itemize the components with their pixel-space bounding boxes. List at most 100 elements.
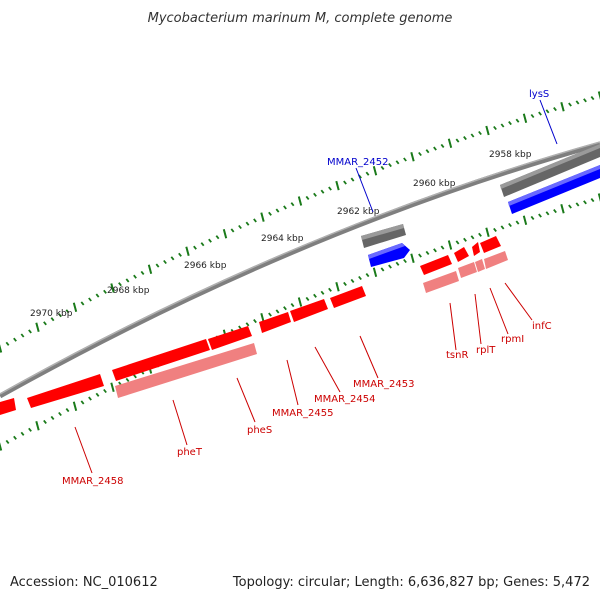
minor-tick — [388, 163, 392, 168]
gene-arrow-mmar2454 — [290, 299, 328, 322]
minor-tick — [58, 313, 62, 318]
major-tick — [597, 193, 600, 202]
minor-tick — [545, 109, 550, 114]
gene-label-MMAR_2454: MMAR_2454 — [314, 394, 376, 405]
major-tick — [35, 322, 40, 333]
minor-tick — [538, 213, 542, 218]
major-tick — [597, 91, 600, 100]
gene-arrow-rpmI — [472, 242, 480, 256]
feature-blue-mmar2452 — [368, 243, 410, 267]
major-tick — [335, 180, 340, 191]
minor-tick — [515, 118, 520, 123]
minor-tick — [305, 195, 310, 200]
minor-tick — [530, 215, 535, 220]
minor-tick — [20, 431, 25, 436]
minor-tick — [403, 258, 407, 264]
minor-tick — [418, 253, 422, 258]
minor-tick — [208, 238, 212, 243]
minor-tick — [515, 220, 520, 225]
major-tick — [485, 227, 490, 238]
gene-label-lysS: lysS — [529, 89, 549, 100]
gene-arrow-pheS — [208, 326, 252, 350]
minor-tick — [553, 209, 557, 214]
major-tick — [147, 264, 153, 275]
minor-tick — [163, 259, 167, 265]
outer-tick-ring — [0, 91, 600, 353]
minor-tick — [500, 123, 505, 128]
minor-tick — [50, 415, 55, 420]
gene-label-pheS: pheS — [247, 425, 272, 436]
major-tick — [560, 102, 565, 112]
gene-arrow-rplT — [454, 247, 469, 262]
minor-tick — [380, 267, 385, 272]
minor-tick — [425, 149, 430, 154]
minor-tick — [478, 130, 482, 136]
accession-text: Accession: NC_010612 — [10, 575, 158, 590]
minor-tick — [125, 377, 130, 382]
minor-tick — [313, 192, 317, 197]
minor-tick — [395, 160, 400, 165]
major-tick — [35, 421, 40, 431]
minor-tick — [65, 408, 70, 413]
minor-tick — [283, 306, 287, 311]
minor-tick — [553, 107, 557, 112]
minor-tick — [133, 274, 137, 279]
gene-label-MMAR_2452: MMAR_2452 — [327, 157, 389, 168]
minor-tick — [268, 312, 272, 317]
minor-tick — [575, 202, 580, 207]
minor-tick — [455, 240, 460, 245]
minor-tick — [238, 224, 242, 230]
minor-tick — [418, 151, 422, 157]
minor-tick — [455, 138, 460, 143]
minor-tick — [28, 427, 32, 432]
minor-tick — [395, 261, 400, 266]
minor-tick — [388, 264, 392, 269]
minor-tick — [290, 202, 295, 207]
minor-tick — [245, 322, 250, 327]
minor-tick — [463, 237, 467, 242]
minor-tick — [103, 388, 107, 394]
minor-tick — [215, 235, 220, 240]
gene-label-tsnR: tsnR — [446, 350, 468, 361]
minor-tick — [493, 125, 497, 131]
major-tick — [522, 215, 528, 226]
gene-arrow-pheT — [112, 339, 210, 381]
kbp-label-2964: 2964 kbp — [261, 234, 304, 244]
major-tick — [522, 113, 528, 124]
feature-pale-tsnR — [423, 271, 459, 293]
major-tick — [372, 267, 378, 278]
minor-tick — [80, 301, 85, 306]
major-tick — [0, 344, 3, 353]
minor-tick — [470, 235, 475, 240]
major-tick — [72, 302, 78, 313]
minor-tick — [545, 211, 550, 216]
minor-tick — [590, 198, 595, 203]
minor-tick — [20, 333, 25, 338]
minor-tick — [568, 204, 572, 209]
major-tick — [372, 166, 378, 176]
feature-pale-infC — [484, 251, 508, 269]
minor-tick — [343, 281, 347, 286]
minor-tick — [380, 165, 385, 170]
major-tick — [485, 125, 490, 136]
minor-tick — [140, 270, 145, 275]
minor-tick — [343, 180, 347, 185]
minor-tick — [125, 278, 130, 283]
major-tick — [335, 282, 340, 292]
gene-label-MMAR_2458: MMAR_2458 — [62, 476, 124, 487]
minor-tick — [350, 177, 355, 182]
gene-label-pheT: pheT — [177, 447, 203, 458]
minor-tick — [313, 293, 317, 298]
minor-tick — [58, 411, 62, 417]
minor-tick — [43, 321, 47, 326]
minor-tick — [133, 374, 137, 379]
gene-label-MMAR_2455: MMAR_2455 — [272, 408, 334, 419]
minor-tick — [440, 143, 445, 148]
gene-label-rpmI: rpmI — [501, 334, 524, 345]
minor-tick — [305, 296, 310, 301]
minor-tick — [478, 232, 482, 237]
major-tick — [260, 212, 265, 222]
minor-tick — [13, 337, 17, 342]
minor-tick — [508, 121, 512, 126]
minor-tick — [470, 133, 475, 138]
